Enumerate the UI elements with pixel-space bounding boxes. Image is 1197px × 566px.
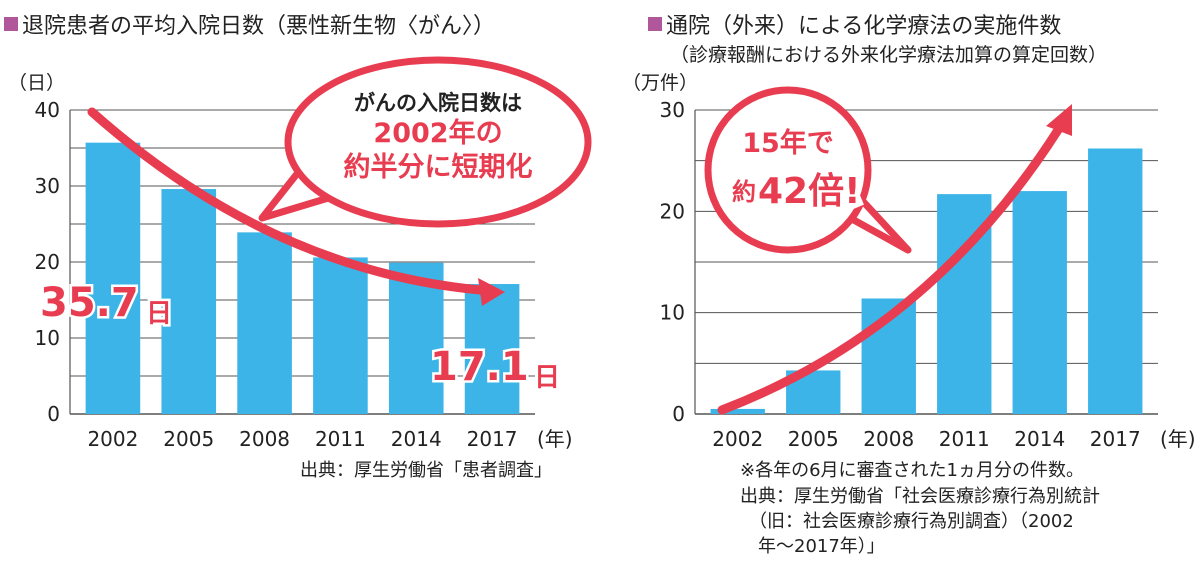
x-tick-label: 2008 xyxy=(863,427,914,451)
left-chart-title: 退院患者の平均入院日数（悪性新生物〈がん〉） xyxy=(4,8,495,40)
y-tick-label: 10 xyxy=(660,301,685,325)
left-bar-chart: 0 10 20 30 40 2002 2005 2008 2011 2014 2017 (年) がん… xyxy=(35,56,592,451)
bar-2002 xyxy=(85,142,141,414)
x-tick-label: 2002 xyxy=(712,427,763,451)
x-tick-label: 2005 xyxy=(163,427,214,451)
bubble-line-3: 約半分に短期化 xyxy=(344,151,533,183)
left-y-unit: （日） xyxy=(8,72,66,94)
x-tick-label: 2005 xyxy=(788,427,839,451)
bubble-tail-mask xyxy=(306,164,340,194)
right-note: ※各年の6月に審査された1ヵ月分の件数。 xyxy=(740,460,1084,481)
y-tick-label: 20 xyxy=(35,250,60,274)
bubble-tail-mask xyxy=(836,195,864,215)
x-tick-label: 2002 xyxy=(87,427,138,451)
right-chart-title: 通院（外来）による化学療法の実施件数 xyxy=(648,8,1061,40)
bubble-line-2-prefix: 約 xyxy=(732,178,756,206)
x-tick-label: 2011 xyxy=(939,427,990,451)
end-value-callout: 17.1 xyxy=(430,344,529,390)
right-chart-subtitle: （診療報酬における外来化学療法加算の算定回数） xyxy=(670,44,1108,66)
start-value-callout: 35.7 xyxy=(40,280,139,326)
trend-arrowhead-icon xyxy=(1046,104,1072,136)
x-tick-label: 2008 xyxy=(239,427,290,451)
right-bar-chart: 0 10 20 30 2002 2005 2008 2011 2014 2017 (年) 15年で… xyxy=(660,86,1196,451)
bubble-line-2-number: 42倍! xyxy=(758,171,861,212)
x-tick-label: 2017 xyxy=(467,427,518,451)
bar-2005 xyxy=(161,189,217,414)
x-tick-label: 2011 xyxy=(315,427,366,451)
trend-arrow-line xyxy=(87,107,485,295)
x-tick-label: 2017 xyxy=(1090,427,1141,451)
x-axis-unit: (年) xyxy=(537,427,573,451)
bar-2002 xyxy=(710,408,765,414)
bubble-line-2: 2002年の xyxy=(373,117,502,149)
y-tick-label: 30 xyxy=(35,174,60,198)
end-value-unit: 日 xyxy=(534,363,560,393)
y-tick-label: 30 xyxy=(660,98,685,122)
right-source-line-3: 年〜2017年）」 xyxy=(740,536,885,557)
y-tick-label: 40 xyxy=(35,98,60,122)
left-source: 出典：厚生労働省「患者調査」 xyxy=(300,460,552,481)
left-chart-panel: 退院患者の平均入院日数（悪性新生物〈がん〉） （日） 0 10 20 30 40 200… xyxy=(4,8,592,481)
speech-bubble xyxy=(704,86,872,254)
right-source-line-2: （旧：社会医療診療行為別調査）（2002 xyxy=(740,511,1074,532)
trend-arrowhead-icon xyxy=(478,278,505,306)
bar-2011 xyxy=(313,257,368,414)
right-chart-panel: 通院（外来）による化学療法の実施件数 （診療報酬における外来化学療法加算の算定回… xyxy=(600,0,1197,566)
bar-2017 xyxy=(1088,148,1143,415)
speech-bubble xyxy=(284,56,592,228)
title-marker-icon xyxy=(648,17,662,31)
bar-2017 xyxy=(464,284,520,414)
bar-2014 xyxy=(1012,191,1067,414)
right-y-unit: （万件） xyxy=(622,72,699,94)
bar-2008 xyxy=(237,232,292,414)
start-value-unit: 日 xyxy=(146,299,172,329)
y-tick-label: 10 xyxy=(35,326,60,350)
x-axis-unit: (年) xyxy=(1160,427,1196,451)
bubble-line-1: 15年で xyxy=(742,127,834,159)
right-source-line-1: 出典：厚生労働省「社会医療診療行為別統計 xyxy=(740,486,1100,507)
title-marker-icon xyxy=(4,17,18,31)
y-tick-label: 20 xyxy=(660,199,685,223)
x-tick-label: 2014 xyxy=(1014,427,1065,451)
y-tick-label: 0 xyxy=(672,402,685,426)
trend-arrow-line xyxy=(717,125,1063,415)
bubble-line-1: がんの入院日数は xyxy=(354,91,522,115)
y-tick-label: 0 xyxy=(47,402,60,426)
x-tick-label: 2014 xyxy=(391,427,442,451)
